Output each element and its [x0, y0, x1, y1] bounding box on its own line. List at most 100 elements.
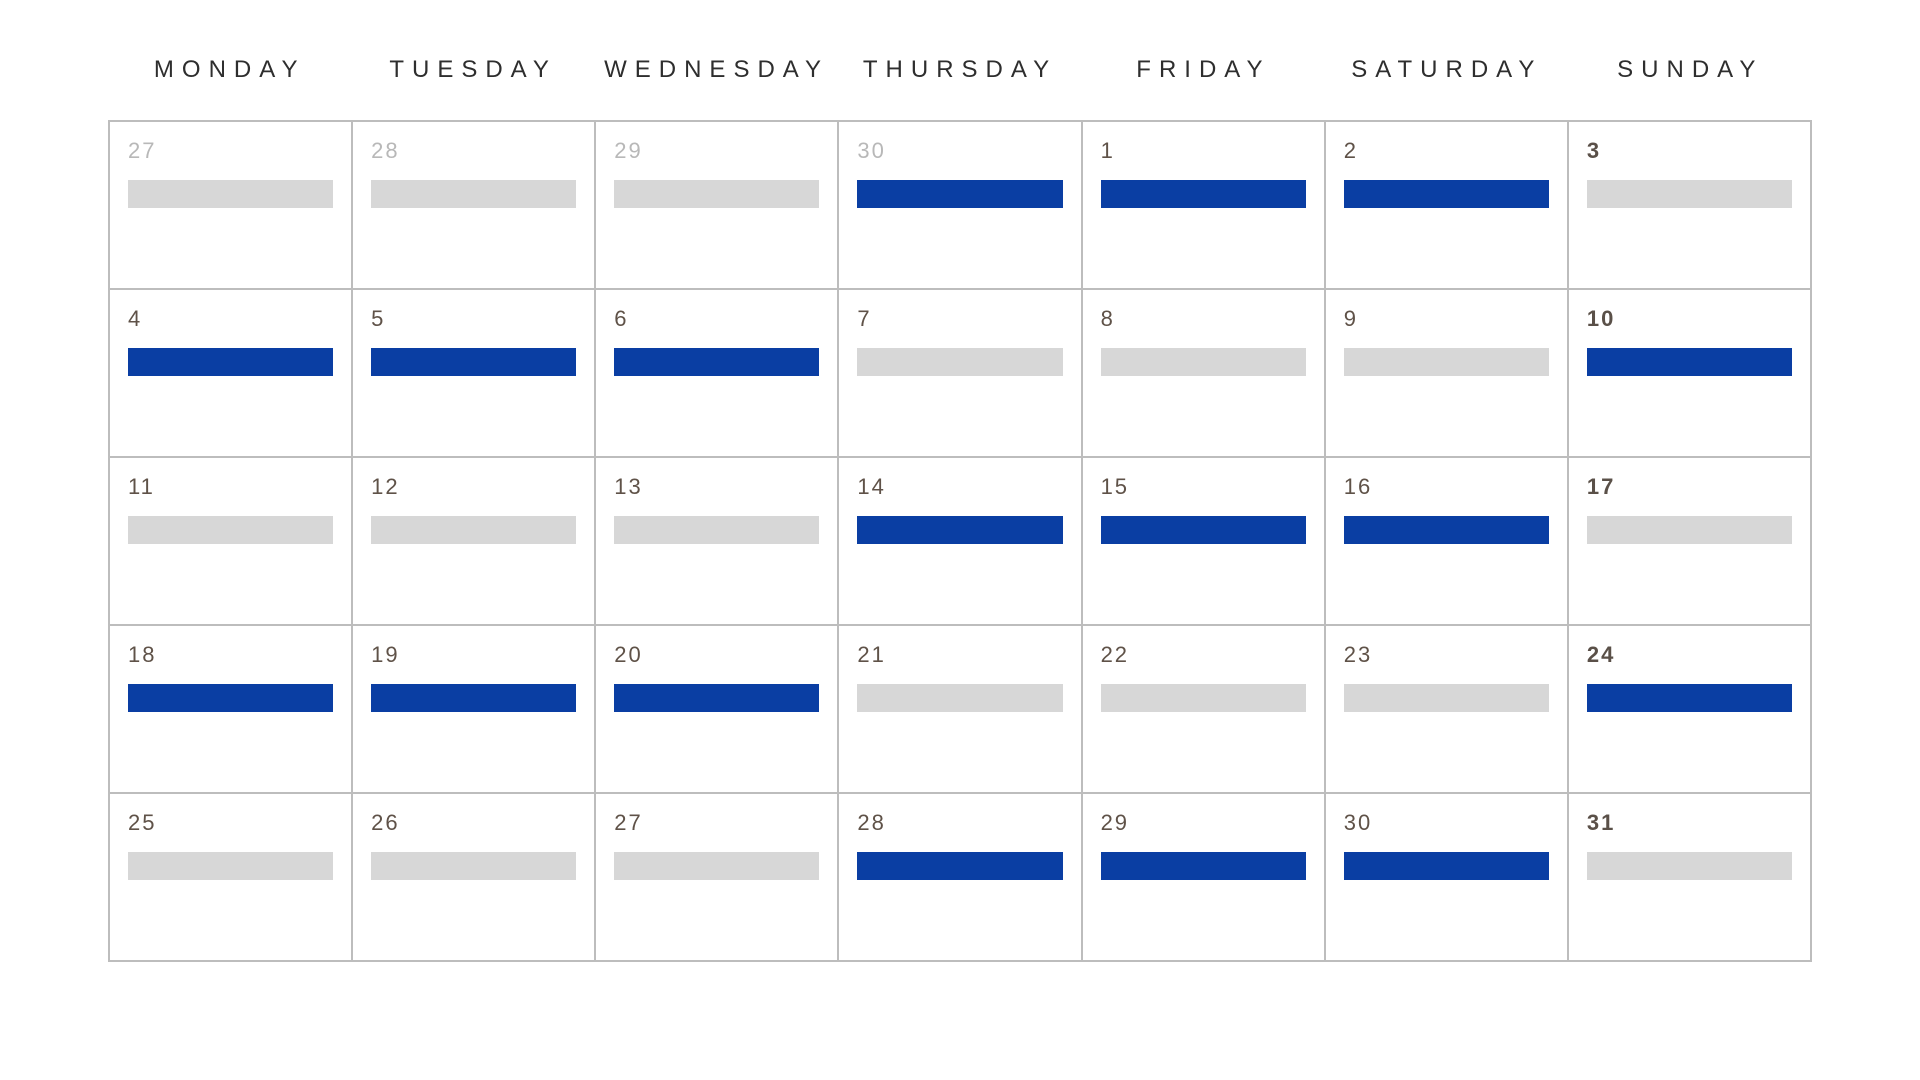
calendar-cell[interactable]: 25	[109, 793, 352, 961]
event-bar[interactable]	[1101, 180, 1306, 208]
event-bar[interactable]	[1101, 852, 1306, 880]
event-bar[interactable]	[614, 852, 819, 880]
day-number: 28	[371, 138, 576, 164]
event-bar[interactable]	[1101, 348, 1306, 376]
day-header-monday: MONDAY	[108, 56, 351, 84]
day-number: 9	[1344, 306, 1549, 332]
day-number: 7	[857, 306, 1062, 332]
event-bar[interactable]	[1101, 684, 1306, 712]
event-bar[interactable]	[371, 852, 576, 880]
calendar-cell[interactable]: 17	[1568, 457, 1811, 625]
calendar-cell[interactable]: 28	[352, 121, 595, 289]
calendar-cell[interactable]: 14	[838, 457, 1081, 625]
calendar-cell[interactable]: 30	[838, 121, 1081, 289]
day-number: 5	[371, 306, 576, 332]
event-bar[interactable]	[857, 348, 1062, 376]
calendar-cell[interactable]: 7	[838, 289, 1081, 457]
calendar-cell[interactable]: 26	[352, 793, 595, 961]
event-bar[interactable]	[614, 516, 819, 544]
day-number: 12	[371, 474, 576, 500]
event-bar[interactable]	[1344, 180, 1549, 208]
event-bar[interactable]	[1344, 852, 1549, 880]
calendar-cell[interactable]: 16	[1325, 457, 1568, 625]
day-number: 16	[1344, 474, 1549, 500]
day-header-tuesday: TUESDAY	[351, 56, 594, 84]
event-bar[interactable]	[857, 852, 1062, 880]
calendar-cell[interactable]: 15	[1082, 457, 1325, 625]
calendar-cell[interactable]: 27	[595, 793, 838, 961]
event-bar[interactable]	[1587, 348, 1792, 376]
calendar-cell[interactable]: 23	[1325, 625, 1568, 793]
calendar-cell[interactable]: 27	[109, 121, 352, 289]
day-number: 29	[1101, 810, 1306, 836]
calendar-cell[interactable]: 21	[838, 625, 1081, 793]
event-bar[interactable]	[857, 684, 1062, 712]
event-bar[interactable]	[614, 180, 819, 208]
calendar-cell[interactable]: 29	[595, 121, 838, 289]
calendar-cell[interactable]: 28	[838, 793, 1081, 961]
event-bar[interactable]	[857, 180, 1062, 208]
calendar-cell[interactable]: 24	[1568, 625, 1811, 793]
calendar-cell[interactable]: 8	[1082, 289, 1325, 457]
calendar-cell[interactable]: 6	[595, 289, 838, 457]
event-bar[interactable]	[128, 852, 333, 880]
calendar-grid: 2728293012345678910111213141516171819202…	[108, 120, 1812, 962]
calendar-cell[interactable]: 22	[1082, 625, 1325, 793]
day-number: 18	[128, 642, 333, 668]
event-bar[interactable]	[128, 684, 333, 712]
calendar-cell[interactable]: 9	[1325, 289, 1568, 457]
day-number: 30	[857, 138, 1062, 164]
event-bar[interactable]	[128, 348, 333, 376]
day-number: 31	[1587, 810, 1792, 836]
day-number: 24	[1587, 642, 1792, 668]
calendar-cell[interactable]: 19	[352, 625, 595, 793]
calendar-cell[interactable]: 12	[352, 457, 595, 625]
day-number: 22	[1101, 642, 1306, 668]
event-bar[interactable]	[1101, 516, 1306, 544]
calendar-cell[interactable]: 4	[109, 289, 352, 457]
event-bar[interactable]	[1587, 180, 1792, 208]
day-header-friday: FRIDAY	[1082, 56, 1325, 84]
calendar-cell[interactable]: 2	[1325, 121, 1568, 289]
day-number: 1	[1101, 138, 1306, 164]
day-number: 14	[857, 474, 1062, 500]
event-bar[interactable]	[371, 516, 576, 544]
day-number: 10	[1587, 306, 1792, 332]
day-header-wednesday: WEDNESDAY	[595, 56, 838, 84]
event-bar[interactable]	[1344, 348, 1549, 376]
day-number: 21	[857, 642, 1062, 668]
event-bar[interactable]	[1587, 516, 1792, 544]
event-bar[interactable]	[614, 684, 819, 712]
event-bar[interactable]	[128, 180, 333, 208]
calendar-cell[interactable]: 30	[1325, 793, 1568, 961]
event-bar[interactable]	[128, 516, 333, 544]
calendar-cell[interactable]: 31	[1568, 793, 1811, 961]
event-bar[interactable]	[1587, 684, 1792, 712]
day-number: 27	[614, 810, 819, 836]
calendar-cell[interactable]: 10	[1568, 289, 1811, 457]
day-number: 20	[614, 642, 819, 668]
day-number: 27	[128, 138, 333, 164]
day-header-sunday: SUNDAY	[1569, 56, 1812, 84]
event-bar[interactable]	[857, 516, 1062, 544]
calendar-cell[interactable]: 5	[352, 289, 595, 457]
day-number: 23	[1344, 642, 1549, 668]
calendar-cell[interactable]: 11	[109, 457, 352, 625]
event-bar[interactable]	[371, 684, 576, 712]
day-number: 19	[371, 642, 576, 668]
event-bar[interactable]	[371, 348, 576, 376]
event-bar[interactable]	[614, 348, 819, 376]
day-number: 29	[614, 138, 819, 164]
calendar-cell[interactable]: 1	[1082, 121, 1325, 289]
calendar-cell[interactable]: 18	[109, 625, 352, 793]
event-bar[interactable]	[371, 180, 576, 208]
day-number: 15	[1101, 474, 1306, 500]
event-bar[interactable]	[1344, 516, 1549, 544]
event-bar[interactable]	[1344, 684, 1549, 712]
calendar-cell[interactable]: 3	[1568, 121, 1811, 289]
calendar-cell[interactable]: 20	[595, 625, 838, 793]
calendar-cell[interactable]: 29	[1082, 793, 1325, 961]
day-number: 28	[857, 810, 1062, 836]
event-bar[interactable]	[1587, 852, 1792, 880]
calendar-cell[interactable]: 13	[595, 457, 838, 625]
